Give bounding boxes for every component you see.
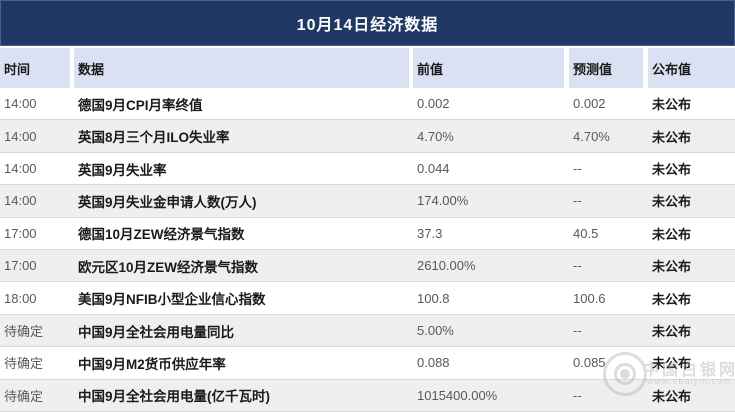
table-header-row: 时间 数据 前值 预测值 公布值 xyxy=(0,48,735,88)
column-header-indicator: 数据 xyxy=(74,48,409,88)
row-published-value: 未公布 xyxy=(652,291,692,307)
row-forecast-value: 0.002 xyxy=(573,96,606,112)
row-previous-value: 174.00% xyxy=(417,193,469,209)
row-time: 待确定 xyxy=(4,324,44,340)
table-row: 14:00 英国9月失业金申请人数(万人) 174.00% -- 未公布 xyxy=(0,185,735,218)
table-row: 17:00 欧元区10月ZEW经济景气指数 2610.00% -- 未公布 xyxy=(0,250,735,283)
table-row: 18:00 美国9月NFIB小型企业信心指数 100.8 100.6 未公布 xyxy=(0,282,735,315)
row-forecast-value: -- xyxy=(573,323,582,339)
column-header-published: 公布值 xyxy=(648,48,735,88)
row-previous-value: 1015400.00% xyxy=(417,387,498,403)
row-time: 14:00 xyxy=(4,128,37,144)
row-time: 18:00 xyxy=(4,290,37,306)
table-row: 待确定 中国9月全社会用电量同比 5.00% -- 未公布 xyxy=(0,314,735,348)
row-published-value: 未公布 xyxy=(652,324,692,340)
row-published-value: 未公布 xyxy=(652,259,692,275)
row-time: 待确定 xyxy=(4,388,44,404)
row-published-value: 未公布 xyxy=(652,194,692,210)
row-forecast-value: 4.70% xyxy=(573,128,610,144)
row-published-value: 未公布 xyxy=(652,356,692,372)
row-published-value: 未公布 xyxy=(652,162,692,178)
column-header-forecast: 预测值 xyxy=(569,48,643,88)
table-row: 待确定 中国9月全社会用电量(亿千瓦时) 1015400.00% -- 未公布 xyxy=(0,379,735,412)
row-published-value: 未公布 xyxy=(652,226,692,242)
table-row: 14:00 英国9月失业率 0.044 -- 未公布 xyxy=(0,152,735,186)
row-indicator-name: 德国9月CPI月率终值 xyxy=(78,97,203,113)
row-indicator-name: 中国9月全社会用电量(亿千瓦时) xyxy=(78,389,270,405)
row-previous-value: 5.00% xyxy=(417,323,454,339)
row-previous-value: 0.044 xyxy=(417,161,450,177)
table-title: 10月14日经济数据 xyxy=(296,17,439,34)
row-previous-value: 100.8 xyxy=(417,290,450,306)
table-row: 待确定 中国9月M2货币供应年率 0.088 0.085 未公布 xyxy=(0,347,735,380)
row-indicator-name: 美国9月NFIB小型企业信心指数 xyxy=(78,292,266,308)
row-published-value: 未公布 xyxy=(652,388,692,404)
table-body: 14:00 德国9月CPI月率终值 0.002 0.002 未公布 14:00 … xyxy=(0,88,735,412)
row-forecast-value: 40.5 xyxy=(573,225,599,241)
row-forecast-value: -- xyxy=(573,161,582,177)
row-time: 待确定 xyxy=(4,356,44,372)
column-header-time: 时间 xyxy=(0,48,70,88)
row-previous-value: 2610.00% xyxy=(417,258,476,274)
row-previous-value: 0.088 xyxy=(417,355,450,371)
row-time: 17:00 xyxy=(4,258,37,274)
row-previous-value: 0.002 xyxy=(417,96,450,112)
row-time: 14:00 xyxy=(4,96,37,112)
row-indicator-name: 中国9月M2货币供应年率 xyxy=(78,356,226,372)
row-time: 14:00 xyxy=(4,161,37,177)
row-forecast-value: 0.085 xyxy=(573,355,606,371)
row-forecast-value: -- xyxy=(573,387,582,403)
row-time: 14:00 xyxy=(4,193,37,209)
row-forecast-value: -- xyxy=(573,258,582,274)
table-row: 14:00 德国9月CPI月率终值 0.002 0.002 未公布 xyxy=(0,88,735,121)
table-title-bar: 10月14日经济数据 xyxy=(0,0,735,46)
row-indicator-name: 英国9月失业率 xyxy=(78,162,167,178)
row-indicator-name: 英国8月三个月ILO失业率 xyxy=(78,130,230,146)
row-time: 17:00 xyxy=(4,225,37,241)
row-indicator-name: 中国9月全社会用电量同比 xyxy=(78,324,235,340)
row-indicator-name: 欧元区10月ZEW经济景气指数 xyxy=(78,259,259,275)
column-header-previous: 前值 xyxy=(413,48,564,88)
row-forecast-value: -- xyxy=(573,193,582,209)
row-indicator-name: 英国9月失业金申请人数(万人) xyxy=(78,194,257,210)
row-previous-value: 4.70% xyxy=(417,128,454,144)
row-previous-value: 37.3 xyxy=(417,225,443,241)
table-row: 17:00 德国10月ZEW经济景气指数 37.3 40.5 未公布 xyxy=(0,217,735,251)
row-published-value: 未公布 xyxy=(652,129,692,145)
row-published-value: 未公布 xyxy=(652,97,692,113)
table-row: 14:00 英国8月三个月ILO失业率 4.70% 4.70% 未公布 xyxy=(0,120,735,153)
row-forecast-value: 100.6 xyxy=(573,290,606,306)
row-indicator-name: 德国10月ZEW经济景气指数 xyxy=(78,227,245,243)
